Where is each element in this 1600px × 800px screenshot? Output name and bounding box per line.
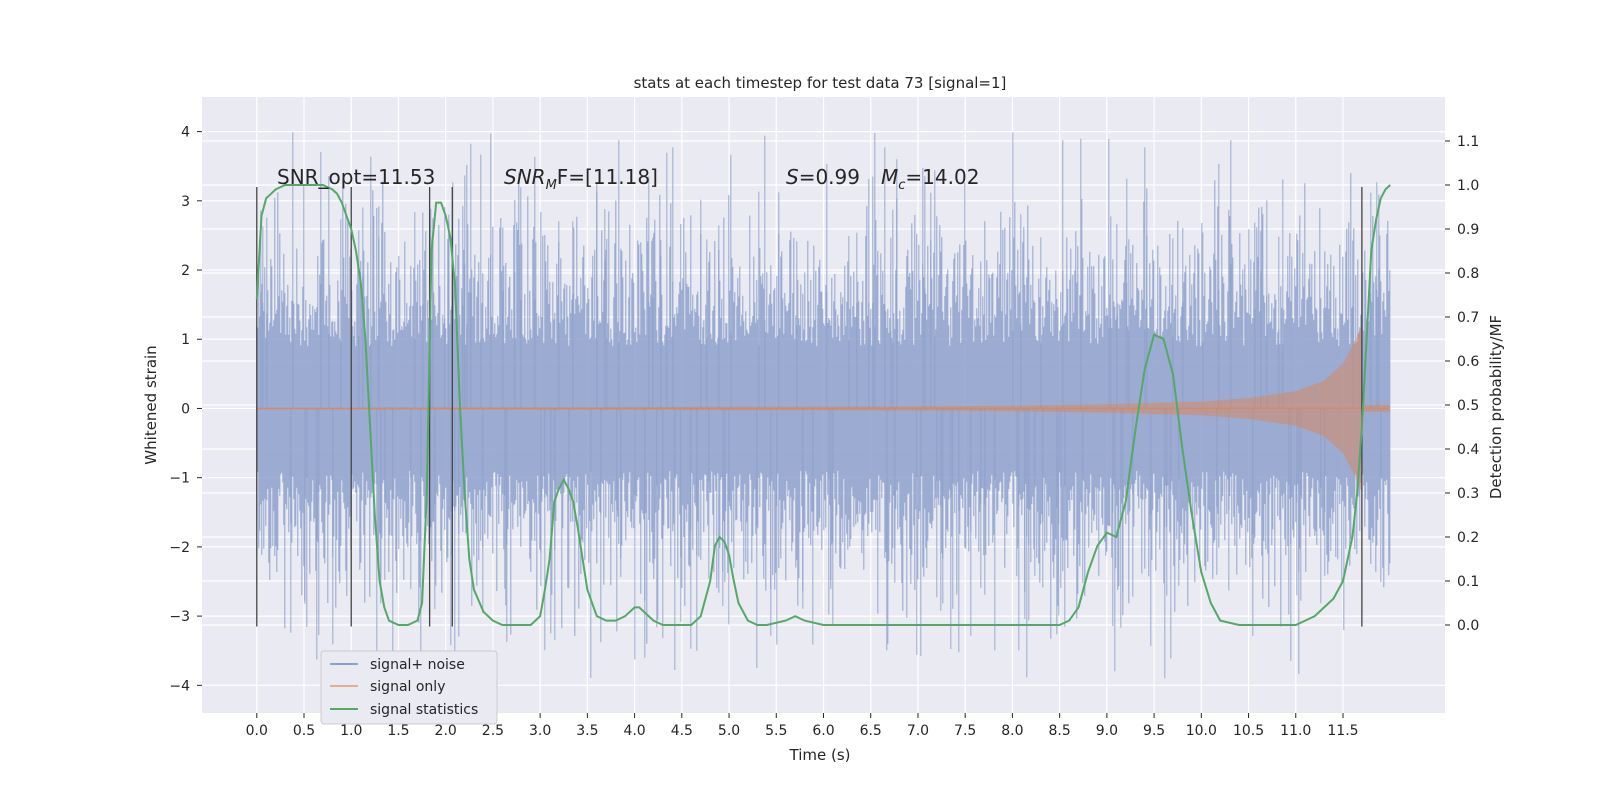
y2-tick-label: 0.8 (1457, 266, 1479, 282)
annotation-mc: Mc=14.02 (881, 165, 979, 193)
x-tick-label: 10.5 (1233, 723, 1264, 739)
x-tick-label: 3.5 (576, 723, 598, 739)
y-tick-label: 3 (181, 194, 190, 210)
annotation-s-value: =0.99 (799, 165, 860, 189)
annotation-mc-symbol: M (881, 165, 898, 189)
x-tick-label: 8.5 (1048, 723, 1070, 739)
x-tick-label: 10.0 (1186, 723, 1217, 739)
y-axis-label: Whitened strain (142, 345, 160, 464)
y2-tick-label: 0.0 (1457, 618, 1479, 634)
y2-tick-label: 1.1 (1457, 134, 1479, 150)
y-tick-label: −4 (169, 678, 190, 694)
x-tick-label: 7.5 (954, 723, 976, 739)
y-tick-label: 2 (181, 263, 190, 279)
chart-title: stats at each timestep for test data 73 … (634, 74, 1007, 92)
y-tick-label: −2 (169, 540, 190, 556)
signal-statistics-line (255, 184, 1391, 626)
x-tick-label: 2.0 (435, 723, 457, 739)
y-tick-label: 0 (181, 401, 190, 417)
annotation-snr-mf-symbol: SNR (504, 165, 546, 189)
x-tick-label: 1.0 (340, 723, 362, 739)
x-tick-label: 8.0 (1001, 723, 1023, 739)
x-tick-label: 3.0 (529, 723, 551, 739)
y-tick-label: 1 (181, 332, 190, 348)
annotation-snr-mf-subscript: M (546, 178, 557, 193)
x-tick-label: 6.0 (812, 723, 834, 739)
annotation-snr-mf: SNRMF=[11.18] (504, 165, 658, 193)
y2-axis-label: Detection probability/MF (1487, 315, 1505, 499)
annotation-mc-subscript: c (898, 178, 905, 193)
legend-box (320, 650, 498, 725)
y2-tick-label: 0.5 (1457, 398, 1479, 414)
x-tick-label: 11.0 (1280, 723, 1311, 739)
y2-tick-label: 0.9 (1457, 222, 1479, 238)
legend-label-noise: signal+ noise (370, 657, 465, 673)
x-tick-label: 5.5 (765, 723, 787, 739)
annotation-mc-value: =14.02 (905, 165, 979, 189)
y-tick-label: 4 (181, 125, 190, 141)
annotation-s-symbol: S (786, 165, 799, 189)
y2-tick-label: 1.0 (1457, 178, 1479, 194)
x-tick-label: 1.5 (387, 723, 409, 739)
legend: signal+ noise signal only signal statist… (320, 650, 498, 725)
y2-tick-label: 0.6 (1457, 354, 1479, 370)
x-tick-label: 4.0 (623, 723, 645, 739)
y-tick-label: −1 (169, 471, 190, 487)
x-tick-label: 0.0 (246, 723, 268, 739)
noise-spikes (260, 132, 1382, 679)
x-axis-label: Time (s) (789, 746, 851, 764)
x-tick-label: 0.5 (293, 723, 315, 739)
legend-label-signal: signal only (370, 679, 445, 695)
axes-ticks: 0.0 0.5 1.0 1.5 2.0 2.5 3.0 3.5 4.0 4.5 5.0 5.5 6.0 6… (169, 125, 1479, 739)
y2-tick-label: 0.4 (1457, 442, 1479, 458)
x-tick-label: 9.0 (1096, 723, 1118, 739)
y2-tick-label: 0.1 (1457, 574, 1479, 590)
y2-tick-label: 0.7 (1457, 310, 1479, 326)
x-tick-label: 6.5 (860, 723, 882, 739)
x-tick-label: 9.5 (1143, 723, 1165, 739)
x-tick-label: 11.5 (1327, 723, 1358, 739)
legend-label-stats: signal statistics (370, 702, 478, 718)
y2-tick-label: 0.3 (1457, 486, 1479, 502)
annotation-snr-mf-value: F=[11.18] (557, 165, 658, 189)
x-tick-label: 5.0 (718, 723, 740, 739)
x-tick-label: 2.5 (482, 723, 504, 739)
y2-tick-label: 0.2 (1457, 530, 1479, 546)
annotation-s: S=0.99 (786, 165, 860, 189)
x-tick-label: 7.0 (907, 723, 929, 739)
annotation-snr-opt: SNR_opt=11.53 (277, 165, 435, 189)
y-tick-label: −3 (169, 609, 190, 625)
x-tick-label: 4.5 (671, 723, 693, 739)
